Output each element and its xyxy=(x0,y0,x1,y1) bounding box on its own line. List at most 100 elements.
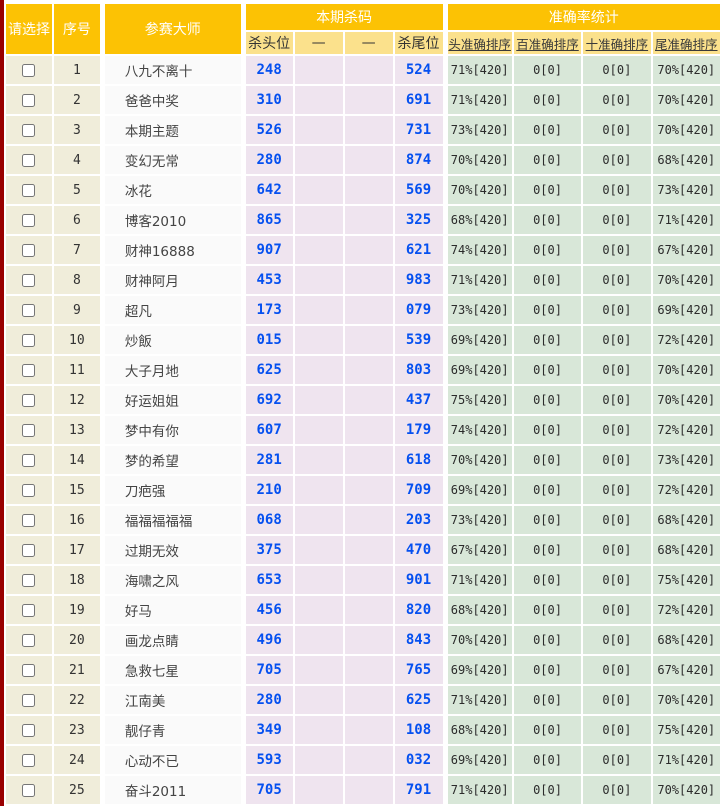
stat-tail-accuracy: 70%[420] xyxy=(652,686,720,714)
kill-empty-1 xyxy=(294,386,343,414)
row-checkbox[interactable] xyxy=(22,633,36,647)
row-checkbox[interactable] xyxy=(22,573,36,587)
col-header-select: 请选择 xyxy=(6,4,52,54)
sort-link-tail-accuracy[interactable]: 尾准确排序 xyxy=(652,32,720,54)
row-checkbox[interactable] xyxy=(22,603,36,617)
row-index: 22 xyxy=(53,686,100,714)
table-row: 19 好马 456 820 68%[420] 0[0] 0[0] 72%[420… xyxy=(6,596,720,624)
row-index: 25 xyxy=(53,776,100,804)
kill-empty-1 xyxy=(294,296,343,324)
master-name: 海啸之风 xyxy=(101,566,241,594)
select-cell xyxy=(6,296,52,324)
left-red-stripe xyxy=(0,0,4,806)
kill-head-value: 281 xyxy=(242,446,293,474)
row-checkbox[interactable] xyxy=(22,123,36,137)
sort-link-head-accuracy[interactable]: 头准确排序 xyxy=(444,32,512,54)
kill-empty-2 xyxy=(344,86,393,114)
kill-head-value: 248 xyxy=(242,56,293,84)
sort-link-hundred-accuracy[interactable]: 百准确排序 xyxy=(513,32,582,54)
row-checkbox[interactable] xyxy=(22,693,36,707)
row-index: 20 xyxy=(53,626,100,654)
row-checkbox[interactable] xyxy=(22,783,36,797)
row-checkbox[interactable] xyxy=(22,93,36,107)
stat-head-accuracy: 73%[420] xyxy=(444,506,512,534)
kill-head-value: 310 xyxy=(242,86,293,114)
kill-empty-2 xyxy=(344,446,393,474)
row-checkbox[interactable] xyxy=(22,753,36,767)
table-row: 21 急救七星 705 765 69%[420] 0[0] 0[0] 67%[4… xyxy=(6,656,720,684)
row-checkbox[interactable] xyxy=(22,663,36,677)
row-checkbox[interactable] xyxy=(22,483,36,497)
stat-ten-accuracy: 0[0] xyxy=(583,746,651,774)
kill-tail-value: 524 xyxy=(394,56,443,84)
select-cell xyxy=(6,596,52,624)
stat-ten-accuracy: 0[0] xyxy=(583,266,651,294)
row-checkbox[interactable] xyxy=(22,243,36,257)
stat-tail-accuracy: 68%[420] xyxy=(652,506,720,534)
select-cell xyxy=(6,146,52,174)
kill-empty-1 xyxy=(294,326,343,354)
kill-head-value: 653 xyxy=(242,566,293,594)
master-name: 爸爸中奖 xyxy=(101,86,241,114)
table-row: 3 本期主题 526 731 73%[420] 0[0] 0[0] 70%[42… xyxy=(6,116,720,144)
kill-empty-2 xyxy=(344,116,393,144)
row-checkbox[interactable] xyxy=(22,183,36,197)
stat-head-accuracy: 74%[420] xyxy=(444,236,512,264)
table-row: 23 靓仔青 349 108 68%[420] 0[0] 0[0] 75%[42… xyxy=(6,716,720,744)
row-checkbox[interactable] xyxy=(22,453,36,467)
row-checkbox[interactable] xyxy=(22,153,36,167)
stat-ten-accuracy: 0[0] xyxy=(583,566,651,594)
row-checkbox[interactable] xyxy=(22,303,36,317)
table-row: 4 变幻无常 280 874 70%[420] 0[0] 0[0] 68%[42… xyxy=(6,146,720,174)
kill-empty-1 xyxy=(294,746,343,774)
select-cell xyxy=(6,116,52,144)
row-index: 11 xyxy=(53,356,100,384)
row-index: 8 xyxy=(53,266,100,294)
kill-empty-2 xyxy=(344,596,393,624)
kill-empty-1 xyxy=(294,266,343,294)
stat-ten-accuracy: 0[0] xyxy=(583,386,651,414)
kill-head-value: 526 xyxy=(242,116,293,144)
kill-head-value: 349 xyxy=(242,716,293,744)
kill-empty-1 xyxy=(294,506,343,534)
stat-head-accuracy: 71%[420] xyxy=(444,266,512,294)
row-checkbox[interactable] xyxy=(22,63,36,77)
row-checkbox[interactable] xyxy=(22,423,36,437)
kill-head-value: 375 xyxy=(242,536,293,564)
kill-empty-2 xyxy=(344,716,393,744)
stat-tail-accuracy: 75%[420] xyxy=(652,716,720,744)
row-checkbox[interactable] xyxy=(22,543,36,557)
table-row: 12 好运姐姐 692 437 75%[420] 0[0] 0[0] 70%[4… xyxy=(6,386,720,414)
sort-link-ten-accuracy[interactable]: 十准确排序 xyxy=(583,32,651,54)
stat-ten-accuracy: 0[0] xyxy=(583,656,651,684)
master-name: 刀疤强 xyxy=(101,476,241,504)
stat-head-accuracy: 71%[420] xyxy=(444,686,512,714)
kill-empty-2 xyxy=(344,326,393,354)
row-checkbox[interactable] xyxy=(22,273,36,287)
stat-ten-accuracy: 0[0] xyxy=(583,716,651,744)
select-cell xyxy=(6,206,52,234)
select-cell xyxy=(6,746,52,774)
table-row: 10 炒飯 015 539 69%[420] 0[0] 0[0] 72%[420… xyxy=(6,326,720,354)
stat-head-accuracy: 71%[420] xyxy=(444,86,512,114)
table-row: 9 超凡 173 079 73%[420] 0[0] 0[0] 69%[420] xyxy=(6,296,720,324)
kill-tail-value: 791 xyxy=(394,776,443,804)
stat-tail-accuracy: 72%[420] xyxy=(652,416,720,444)
row-checkbox[interactable] xyxy=(22,513,36,527)
row-index: 13 xyxy=(53,416,100,444)
table-row: 11 大子月地 625 803 69%[420] 0[0] 0[0] 70%[4… xyxy=(6,356,720,384)
master-name: 财神16888 xyxy=(101,236,241,264)
table-row: 15 刀疤强 210 709 69%[420] 0[0] 0[0] 72%[42… xyxy=(6,476,720,504)
master-name: 大子月地 xyxy=(101,356,241,384)
stat-hundred-accuracy: 0[0] xyxy=(513,626,582,654)
row-checkbox[interactable] xyxy=(22,333,36,347)
stat-hundred-accuracy: 0[0] xyxy=(513,146,582,174)
master-name: 好马 xyxy=(101,596,241,624)
row-index: 15 xyxy=(53,476,100,504)
stat-hundred-accuracy: 0[0] xyxy=(513,296,582,324)
row-checkbox[interactable] xyxy=(22,213,36,227)
kill-tail-value: 731 xyxy=(394,116,443,144)
row-checkbox[interactable] xyxy=(22,723,36,737)
row-checkbox[interactable] xyxy=(22,393,36,407)
row-checkbox[interactable] xyxy=(22,363,36,377)
